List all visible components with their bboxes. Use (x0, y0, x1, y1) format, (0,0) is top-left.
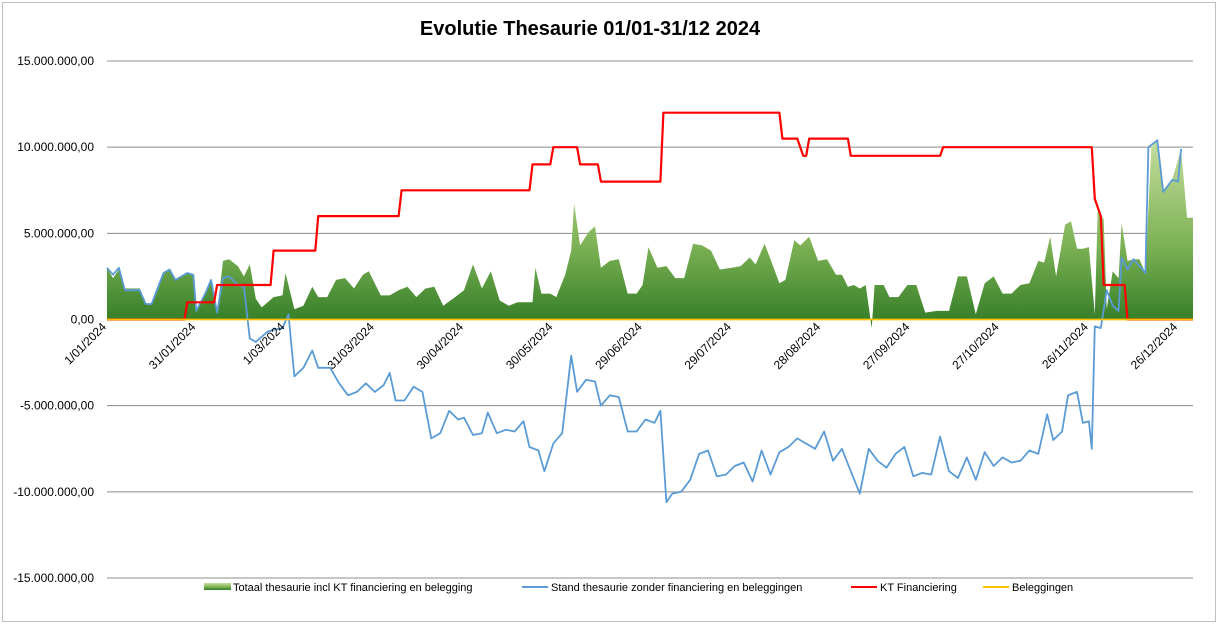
x-tick-label: 26/11/2024 (1039, 319, 1091, 371)
x-tick-label: 31/03/2024 (325, 319, 378, 372)
y-tick-label: 15.000.000,00 (17, 54, 94, 68)
x-tick-label: 28/08/2024 (771, 319, 824, 372)
y-tick-label: -15.000.000,00 (13, 571, 94, 585)
x-tick-label: 27/09/2024 (860, 319, 913, 372)
y-tick-label: 0,00 (71, 313, 95, 327)
x-tick-label: 1/01/2024 (61, 319, 109, 367)
legend-label: Beleggingen (1012, 582, 1073, 594)
x-tick-label: 29/06/2024 (592, 319, 645, 372)
line-series (106, 111, 1193, 504)
y-tick-label: 5.000.000,00 (24, 226, 94, 240)
y-tick-label: 10.000.000,00 (17, 140, 94, 154)
y-axis: 15.000.000,00 10.000.000,00 5.000.000,00 0,… (13, 54, 94, 585)
legend-swatch-area (204, 583, 231, 590)
legend: Totaal thesaurie incl KT financiering en… (204, 582, 1073, 594)
y-tick-label: -5.000.000,00 (20, 399, 94, 413)
legend-label: Stand thesaurie zonder financiering en b… (551, 582, 802, 594)
x-tick-label: 27/10/2024 (949, 319, 1002, 372)
legend-label: KT Financiering (880, 582, 957, 594)
x-tick-label: 1/03/2024 (240, 319, 288, 367)
legend-label: Totaal thesaurie incl KT financiering en… (233, 582, 473, 594)
chart-title: Evolutie Thesaurie 01/01-31/12 2024 (419, 18, 761, 40)
x-tick-label: 26/12/2024 (1128, 319, 1181, 372)
series-line-kt-financiering (107, 111, 1193, 321)
x-tick-label: 31/01/2024 (146, 319, 199, 372)
x-axis: 1/01/2024 31/01/2024 1/03/2024 31/03/2024 30… (61, 319, 1180, 372)
x-tick-label: 30/05/2024 (503, 319, 556, 372)
x-tick-label: 30/04/2024 (414, 319, 467, 372)
x-tick-label: 29/07/2024 (682, 319, 735, 372)
y-tick-label: -10.000.000,00 (13, 485, 94, 499)
series-line-stand-thesaurie-zonder-financiering-en-beleggingen (106, 139, 1182, 504)
